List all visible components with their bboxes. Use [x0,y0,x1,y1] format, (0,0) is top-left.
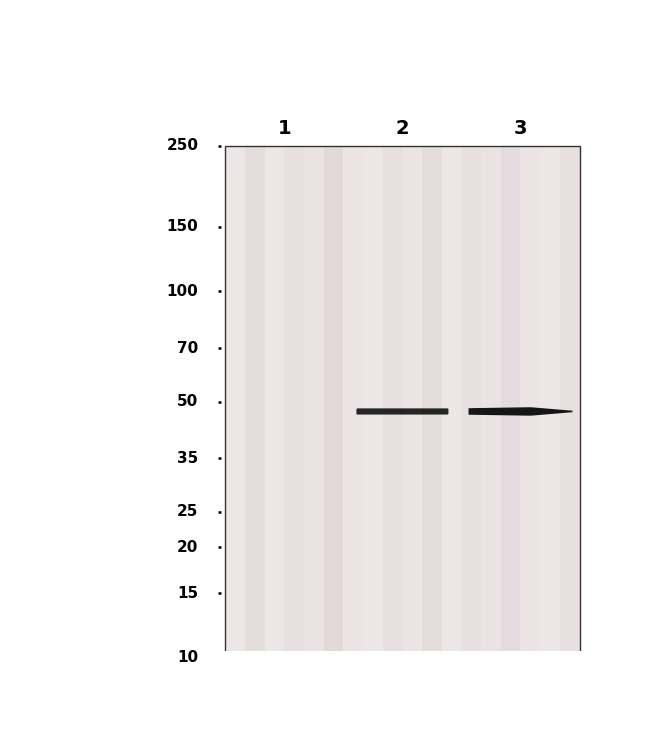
Bar [324,146,343,657]
Text: 20: 20 [177,540,198,555]
Bar [245,146,265,657]
Text: 1: 1 [278,119,291,138]
Bar [540,146,560,657]
Bar [226,146,580,657]
Bar [226,146,245,657]
Bar [481,146,500,657]
Text: 70: 70 [177,340,198,356]
Text: 15: 15 [177,586,198,601]
Bar [343,146,363,657]
Text: 2: 2 [396,119,410,138]
Bar [304,146,324,657]
Bar [363,146,383,657]
Bar [402,146,422,657]
Bar [500,146,521,657]
Text: 3: 3 [514,119,527,138]
Bar [383,146,402,657]
Bar [284,146,304,657]
Text: 150: 150 [166,220,198,234]
Polygon shape [469,407,573,416]
Text: 10: 10 [177,650,198,665]
Bar [265,146,284,657]
Text: 50: 50 [177,394,198,409]
FancyBboxPatch shape [356,408,448,414]
Text: 250: 250 [166,138,198,153]
Bar [442,146,462,657]
Bar [521,146,540,657]
Bar [560,146,580,657]
Bar [462,146,481,657]
Text: 35: 35 [177,451,198,466]
Bar [226,146,580,657]
Text: 100: 100 [166,284,198,299]
Text: 25: 25 [177,504,198,520]
Bar [422,146,442,657]
